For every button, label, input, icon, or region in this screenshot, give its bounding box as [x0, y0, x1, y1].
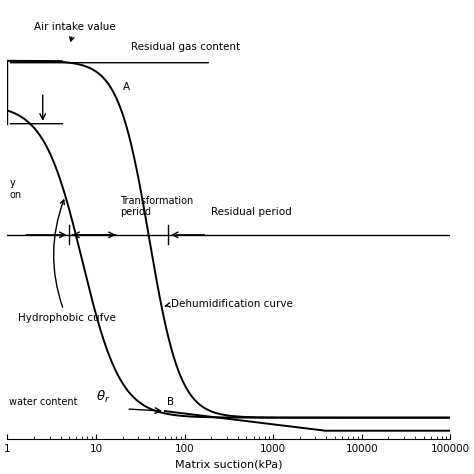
- Text: Hydrophobic cufve: Hydrophobic cufve: [18, 200, 116, 322]
- Text: Transformation
period: Transformation period: [120, 196, 194, 218]
- Text: Residual gas content: Residual gas content: [131, 42, 240, 52]
- X-axis label: Matrix suction(kPa): Matrix suction(kPa): [175, 460, 283, 470]
- Text: y
on: y on: [9, 178, 21, 200]
- Text: A: A: [123, 82, 130, 92]
- Text: Residual period: Residual period: [211, 208, 292, 218]
- Text: B: B: [167, 397, 174, 407]
- Text: water content: water content: [9, 397, 78, 407]
- Text: Air intake value: Air intake value: [34, 22, 116, 41]
- Text: $\theta_r$: $\theta_r$: [96, 389, 110, 405]
- Text: Dehumidification curve: Dehumidification curve: [165, 300, 293, 310]
